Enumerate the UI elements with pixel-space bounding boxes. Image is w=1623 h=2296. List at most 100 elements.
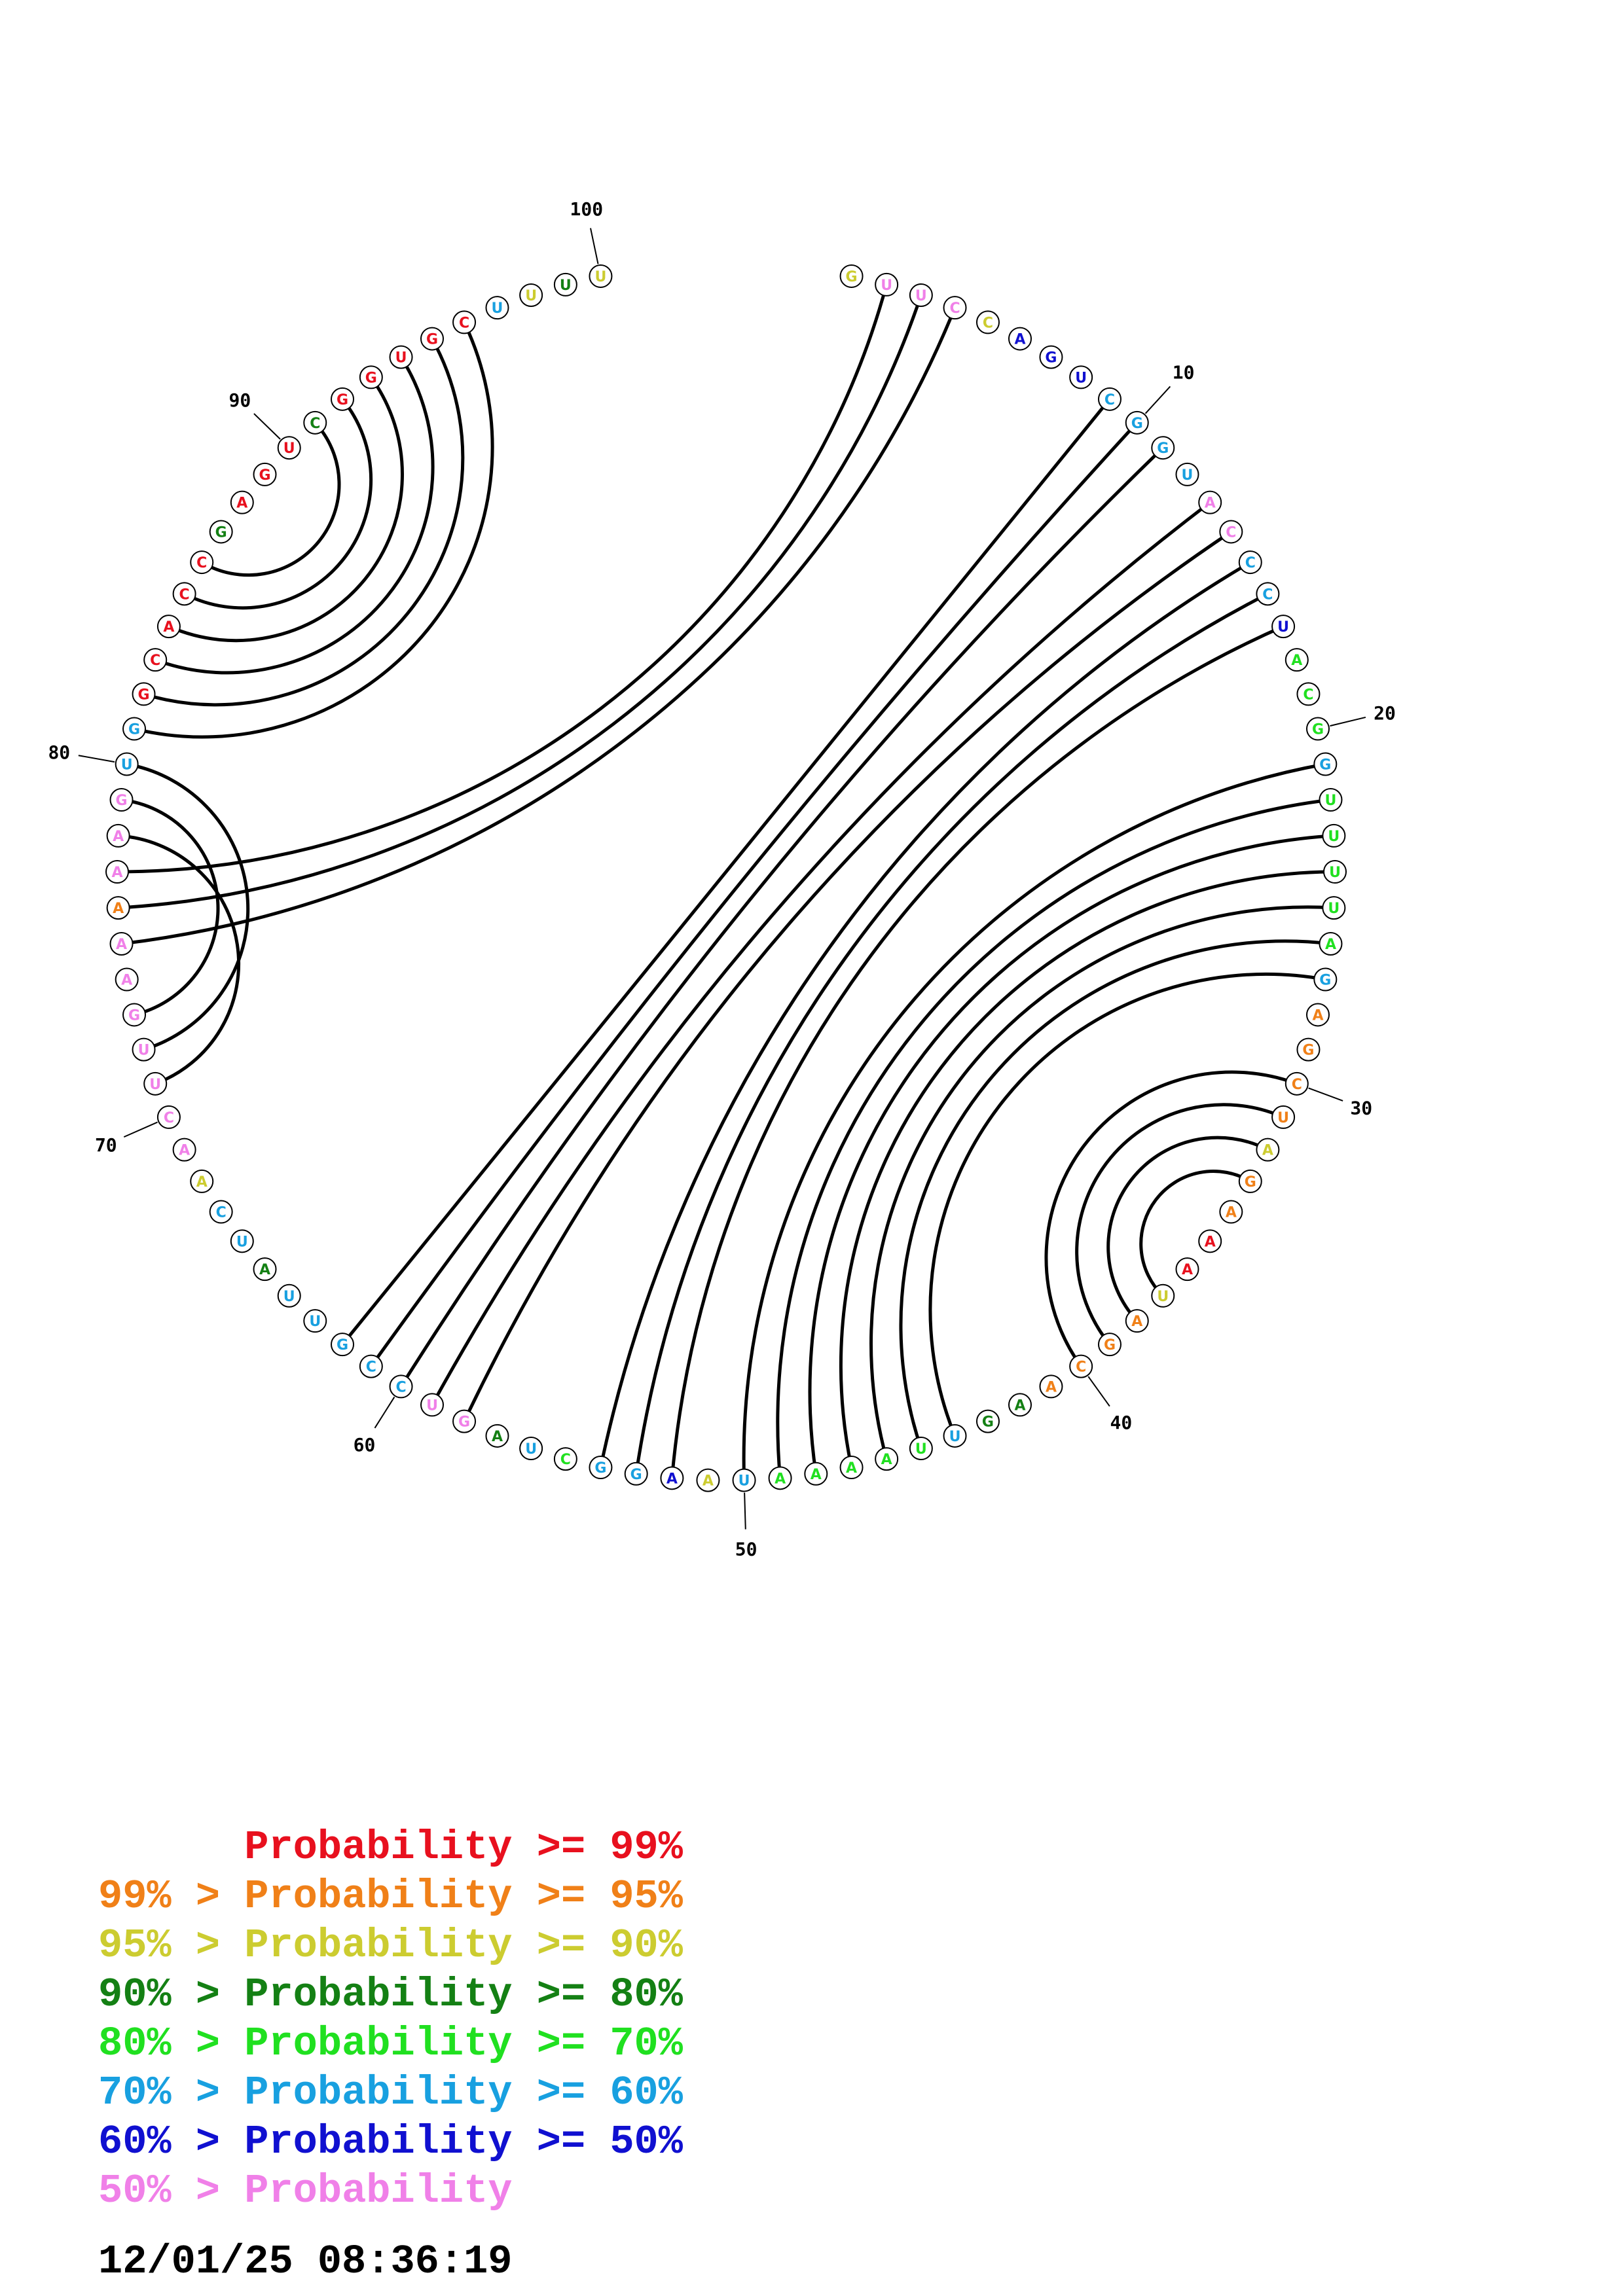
nucleotide-97: U (485, 296, 509, 320)
nucleotide-75: A (109, 931, 134, 956)
nucleotide-10: G (1125, 410, 1149, 435)
tick-line-50 (744, 1492, 746, 1530)
nucleotide-base: U (426, 1397, 438, 1414)
nucleotide-base: A (666, 1471, 678, 1487)
nucleotide-circle (105, 860, 129, 884)
nucleotide-circle (1238, 550, 1262, 575)
nucleotide-circle (115, 967, 139, 992)
nucleotide-circle (106, 823, 130, 848)
nucleotide-circle (331, 1333, 355, 1357)
nucleotide-base: A (1205, 495, 1216, 512)
nucleotide-32: A (1256, 1138, 1280, 1162)
nucleotide-base: A (113, 901, 124, 917)
nucleotide-circle (553, 1447, 577, 1471)
nucleotide-circle (1219, 1200, 1243, 1224)
nucleotide-base: U (525, 1441, 537, 1458)
nucleotide-circle (1271, 1105, 1296, 1129)
nucleotide-base: G (1319, 757, 1331, 773)
nucleotide-3: U (909, 283, 933, 307)
nucleotide-95: G (420, 327, 445, 351)
nucleotide-base: A (1131, 1314, 1142, 1330)
nucleotide-circle (1097, 1333, 1122, 1357)
nucleotide-81: G (122, 717, 147, 741)
tick-label-40: 40 (1110, 1412, 1133, 1433)
nucleotide-base: A (702, 1473, 714, 1490)
nucleotide-circle (277, 436, 301, 460)
nucleotide-base: A (179, 1143, 190, 1159)
nucleotide-circle (1323, 860, 1347, 884)
nucleotide-circle (156, 615, 181, 639)
nucleotide-56: U (519, 1437, 543, 1461)
nucleotide-circle (519, 1437, 543, 1461)
nucleotide-base: G (426, 332, 438, 348)
legend-row: 95% > Probability >= 90% (98, 1921, 683, 1970)
nucleotide-base: C (459, 315, 469, 331)
nucleotide-base: G (115, 793, 127, 809)
nucleotide-circle (1008, 327, 1032, 351)
nucleotide-base: A (881, 1452, 892, 1468)
nucleotide-circle (359, 1354, 383, 1378)
nucleotide-circle (1125, 410, 1149, 435)
nucleotide-61: C (359, 1354, 383, 1378)
nucleotide-41: A (1039, 1374, 1063, 1399)
nucleotide-58: G (452, 1409, 477, 1433)
nucleotide-base: A (1226, 1205, 1237, 1221)
nucleotide-ring: GUUCCAGUCGGUACCCUACGGUUUUAGAGCUAGAAAUAGC… (105, 264, 1347, 1492)
nucleotide-base: C (1303, 687, 1313, 703)
nucleotide-82: G (132, 682, 156, 706)
nucleotide-71: U (143, 1071, 168, 1096)
nucleotide-22: U (1319, 788, 1343, 812)
nucleotide-base: U (1157, 1289, 1169, 1305)
nucleotide-base: A (1182, 1262, 1193, 1278)
nucleotide-31: U (1271, 1105, 1296, 1129)
tick-line-10 (1144, 386, 1171, 414)
nucleotide-circle (553, 272, 577, 296)
nucleotide-base: G (215, 524, 227, 541)
legend-prefix: 60% > (98, 2119, 245, 2165)
nucleotide-7: G (1039, 345, 1063, 369)
nucleotide-circle (1198, 1229, 1222, 1253)
legend-label: Probability (244, 2168, 513, 2214)
nucleotide-12: U (1175, 462, 1199, 486)
nucleotide-base: G (1319, 973, 1331, 989)
nucleotide-circle (115, 752, 139, 776)
tick-label-10: 10 (1173, 361, 1195, 383)
nucleotide-circle (589, 264, 613, 288)
nucleotide-circle (209, 520, 233, 544)
nucleotide-circle (909, 283, 933, 307)
base-pair-85-92 (183, 398, 373, 610)
nucleotide-base: A (1014, 1397, 1025, 1414)
nucleotide-circle (1151, 436, 1175, 460)
nucleotide-circle (1219, 520, 1243, 544)
base-pair-25-46 (869, 905, 1334, 1460)
nucleotide-38: A (1125, 1309, 1149, 1333)
nucleotide-circle (109, 788, 134, 812)
nucleotide-circle (1296, 1037, 1321, 1062)
nucleotide-circle (624, 1462, 648, 1486)
nucleotide-circle (209, 1200, 233, 1224)
nucleotide-26: A (1319, 931, 1343, 956)
nucleotide-53: G (624, 1462, 648, 1486)
nucleotide-circle (1069, 365, 1093, 389)
tick-line-40 (1087, 1376, 1110, 1407)
nucleotide-circle (303, 1309, 327, 1333)
legend-row: Probability >= 99% (98, 1823, 683, 1872)
nucleotide-circle (109, 931, 134, 956)
nucleotide-83: C (143, 648, 168, 672)
legend-row: 60% > Probability >= 50% (98, 2117, 683, 2166)
nucleotide-base: G (337, 392, 348, 408)
nucleotide-base: A (236, 495, 247, 512)
base-pair-10-61 (369, 422, 1139, 1368)
nucleotide-base: G (1104, 1337, 1116, 1354)
nucleotide-circle (277, 1283, 301, 1308)
nucleotide-circle (804, 1462, 828, 1486)
nucleotide-base: G (1157, 440, 1169, 457)
nucleotide-24: U (1323, 860, 1347, 884)
nucleotide-91: C (303, 410, 327, 435)
base-pair-13-59 (430, 501, 1211, 1406)
nucleotide-circle (1285, 648, 1309, 672)
nucleotide-base: G (1045, 350, 1057, 367)
legend-prefix: 90% > (98, 1971, 245, 2018)
nucleotide-base: C (150, 653, 160, 669)
nucleotide-circle (132, 1037, 156, 1062)
